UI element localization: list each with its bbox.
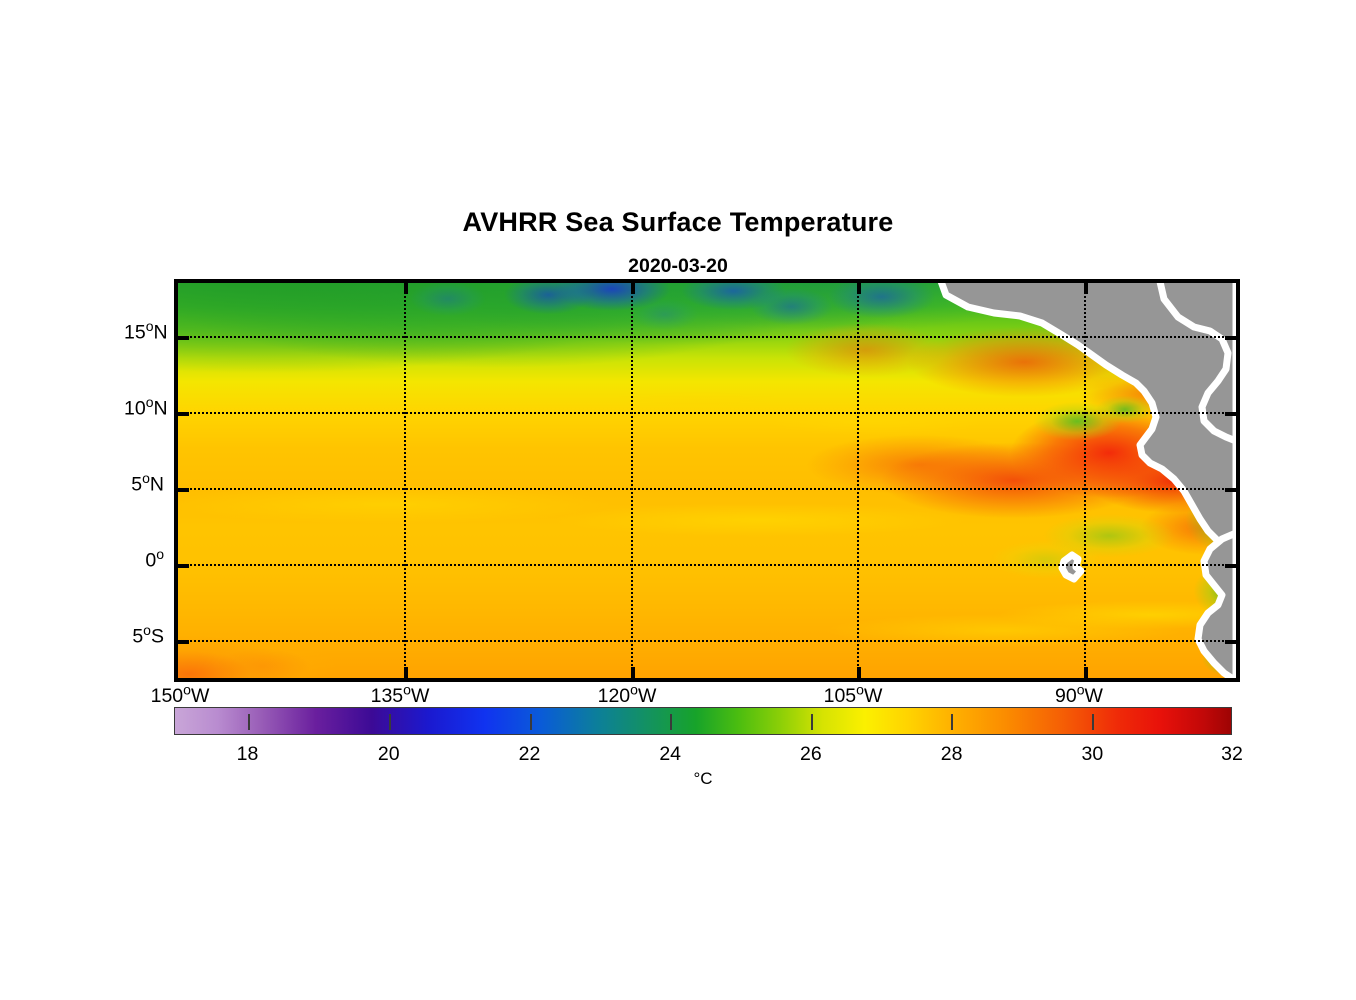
page-title: AVHRR Sea Surface Temperature [462, 207, 894, 237]
ylabel-5n: 5oN [131, 470, 164, 496]
landmass-south-america [1194, 529, 1236, 678]
gridline-lat-5n [178, 488, 1236, 490]
tick-lat-0-right [1225, 563, 1236, 568]
colorbar-label-22: 22 [518, 743, 541, 765]
landmass-yucatan [1156, 283, 1236, 445]
ylabel-15n: 15oN [124, 318, 168, 344]
colorbar-tick-26 [810, 714, 813, 730]
colorbar-gradient [175, 708, 1231, 734]
ylabel-5s: 5oS [132, 622, 164, 648]
tick-lat-15n-right [1225, 336, 1236, 341]
colorbar-label-24: 24 [659, 743, 682, 765]
figure-subtitle-date: 2020-03-20 [628, 255, 728, 277]
ylabel-10n: 10oN [124, 394, 168, 420]
colorbar-tick-30 [1091, 714, 1094, 730]
gridline-lon-120w [630, 283, 633, 678]
tick-lat-5s-left [178, 639, 189, 644]
sst-map-axes [174, 279, 1240, 682]
gridline-lat-0 [178, 563, 1236, 566]
ylabel-0: 0o [145, 546, 164, 572]
gridline-lon-105w [857, 283, 860, 678]
gridline-lon-90w [1083, 283, 1086, 678]
tick-lon-120w-bottom [630, 667, 635, 678]
landmass-central-america [937, 283, 1236, 559]
gridline-lat-10n [178, 412, 1236, 415]
tick-lon-105w-bottom [857, 667, 862, 678]
xlabel-120w: 120oW [597, 681, 657, 707]
tick-lon-135w-bottom [404, 667, 409, 678]
tick-lat-5s-right [1225, 639, 1236, 644]
colorbar-label-28: 28 [940, 743, 963, 765]
tick-lat-5n-left [178, 488, 189, 492]
sst-map-clip [178, 283, 1236, 678]
colorbar-unit-label: °C [693, 769, 713, 788]
colorbar-tick-28 [951, 714, 954, 730]
colorbar-label-26: 26 [800, 743, 822, 765]
colorbar-tick-18 [248, 714, 251, 730]
sst-field-coldpatches [178, 283, 1236, 678]
tick-lat-10n-left [178, 412, 189, 417]
tick-lon-135w-top [404, 283, 409, 294]
tick-lat-5n-right [1225, 488, 1236, 492]
tick-lon-120w-top [630, 283, 635, 294]
land-mask-layer [178, 283, 1236, 678]
tick-lat-10n-right [1225, 412, 1236, 417]
colorbar-label-32: 32 [1221, 743, 1243, 765]
colorbar-frame [174, 707, 1232, 735]
colorbar-label-18: 18 [236, 743, 259, 765]
gridline-lon-135w [404, 283, 407, 678]
tick-lon-90w-bottom [1083, 667, 1088, 678]
xlabel-135w: 135oW [370, 681, 430, 707]
colorbar: 18 20 22 24 26 28 30 32 °C [174, 707, 1243, 788]
tick-lon-105w-top [857, 283, 862, 294]
colorbar-label-20: 20 [377, 743, 400, 765]
xlabel-105w: 105oW [823, 681, 883, 707]
colorbar-label-30: 30 [1081, 743, 1104, 765]
gridline-lat-5s [178, 639, 1236, 642]
colorbar-tick-24 [670, 714, 673, 730]
gridline-lat-15n [178, 336, 1236, 339]
xlabel-150w: 150oW [150, 681, 210, 707]
xlabel-90w: 90oW [1055, 681, 1103, 707]
tick-lat-15n-left [178, 336, 189, 341]
landmass-galapagos [1058, 551, 1085, 583]
tick-lat-0-left [178, 563, 189, 568]
colorbar-tick-22 [529, 714, 532, 730]
tick-lon-90w-top [1083, 283, 1088, 294]
colorbar-tick-20 [389, 714, 392, 730]
